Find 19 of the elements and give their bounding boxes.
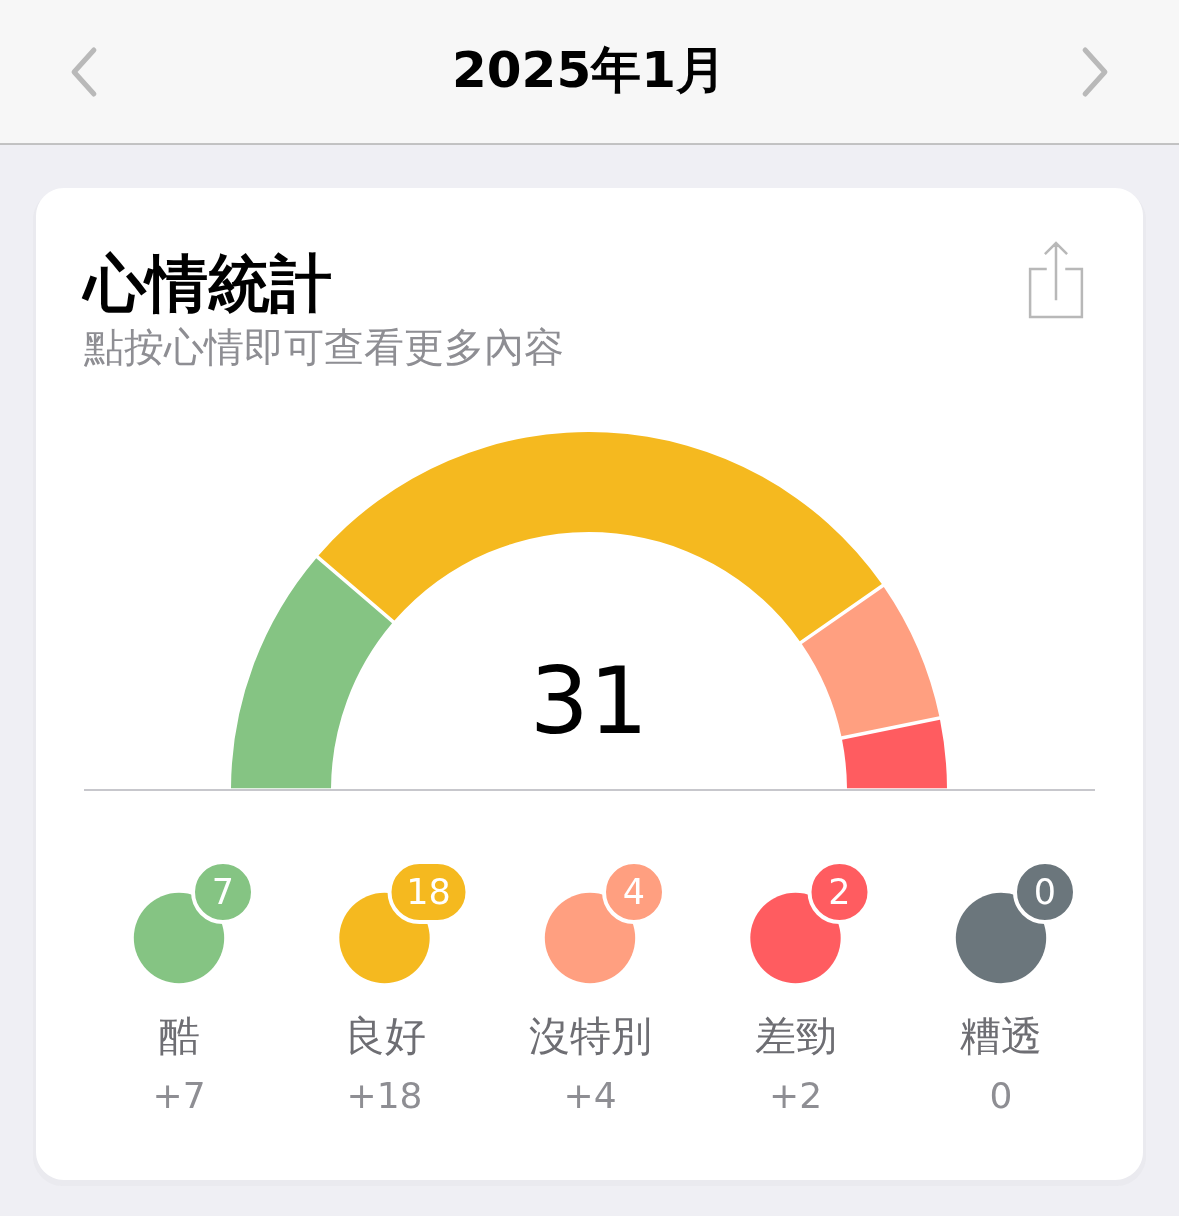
data-label: +7 bbox=[152, 1075, 206, 1116]
chart-title: 心情統計 bbox=[81, 247, 332, 320]
text: 4 bbox=[622, 872, 646, 912]
legend-label: 糟透 bbox=[960, 1012, 1042, 1060]
text: 18 bbox=[406, 872, 451, 912]
data-label: +4 bbox=[563, 1075, 617, 1116]
data-label: +18 bbox=[346, 1075, 423, 1116]
legend-label: 沒特別 bbox=[528, 1012, 652, 1060]
chart-subtitle: 點按心情即可查看更多內容 bbox=[83, 324, 564, 370]
legend-label: 酷 bbox=[158, 1012, 200, 1060]
text: 0 bbox=[1033, 872, 1057, 912]
text: 2 bbox=[828, 872, 851, 912]
text: 7 bbox=[211, 872, 235, 912]
text: 2025年1月 bbox=[452, 41, 726, 99]
text: 0 bbox=[989, 1075, 1013, 1116]
legend-label: 差勁 bbox=[754, 1012, 837, 1060]
text: 31 bbox=[529, 647, 649, 755]
data-label: +2 bbox=[768, 1075, 823, 1116]
legend-label: 良好 bbox=[343, 1012, 426, 1060]
